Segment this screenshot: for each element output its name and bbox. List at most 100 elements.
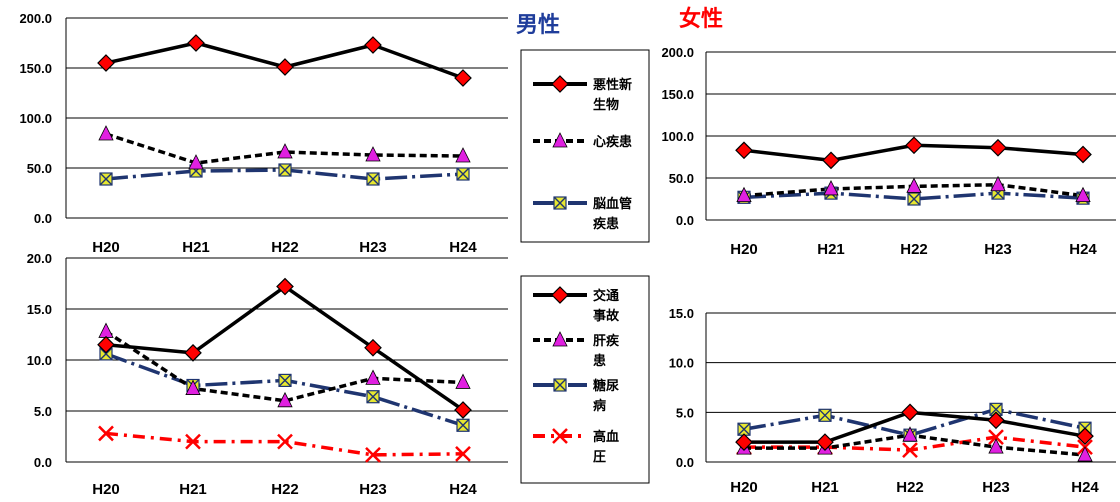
x-tick-label: H21	[817, 241, 845, 258]
legend-marker	[551, 286, 569, 304]
y-tick-label: 0.0	[34, 455, 52, 470]
legend-marker	[552, 428, 568, 444]
legend-label: 脳血管	[593, 196, 632, 212]
y-tick-label: 0.0	[34, 211, 52, 226]
data-point	[989, 138, 1007, 157]
data-point	[276, 58, 294, 76]
y-tick-label: 10.0	[669, 356, 694, 371]
y-tick-label: 200.0	[19, 11, 52, 26]
data-point	[735, 141, 753, 160]
y-tick-label: 20.0	[27, 251, 52, 266]
data-point	[987, 411, 1005, 430]
x-tick-label: H22	[896, 479, 924, 496]
data-point	[277, 391, 293, 408]
x-tick-label: H23	[982, 479, 1010, 496]
data-point	[184, 344, 202, 362]
data-point	[823, 180, 839, 196]
data-point	[822, 151, 840, 170]
y-tick-label: 100.0	[19, 111, 52, 126]
y-tick-label: 50.0	[669, 171, 694, 186]
data-point	[1077, 446, 1093, 462]
series-line	[105, 352, 464, 427]
x-tick-label: H20	[730, 241, 758, 258]
series-line	[105, 132, 464, 165]
legend-bottom-box	[520, 275, 650, 484]
data-point	[1074, 145, 1092, 164]
y-tick-label: 50.0	[27, 161, 52, 176]
data-point	[456, 418, 470, 432]
data-point	[98, 425, 114, 442]
data-point	[365, 369, 381, 385]
x-tick-label: H22	[271, 239, 299, 256]
x-tick-label: H22	[271, 481, 299, 498]
data-point	[455, 147, 471, 163]
data-point	[99, 172, 113, 186]
male-title: 男性	[516, 13, 560, 38]
series-line	[105, 329, 464, 403]
data-point	[278, 373, 292, 387]
female-bottom-chart: 0.0 5.0 10.0 15.0 H20 H21 H22 H23 H24	[669, 306, 1116, 496]
x-tick-label: H24	[449, 239, 477, 256]
data-point	[901, 403, 919, 422]
data-point	[902, 426, 918, 442]
data-point	[455, 373, 471, 389]
data-point	[456, 167, 470, 181]
x-tick-label: H24	[449, 481, 477, 498]
female-title: 女性	[679, 6, 723, 32]
data-point	[454, 69, 472, 87]
x-tick-label: H24	[1069, 241, 1097, 258]
data-point	[988, 438, 1004, 454]
x-tick-label: H23	[984, 241, 1012, 258]
x-tick-label: H23	[359, 481, 387, 498]
data-point	[97, 54, 115, 72]
legend-label: 圧	[593, 450, 606, 465]
legend-label: 疾患	[593, 216, 619, 232]
series-line	[105, 431, 464, 457]
data-point	[278, 163, 292, 177]
data-point	[185, 379, 201, 395]
legend-marker	[552, 331, 568, 347]
data-point	[990, 175, 1006, 192]
y-tick-label: 15.0	[27, 302, 52, 317]
male-bottom-chart: 0.0 5.0 10.0 15.0 20.0 H20 H21 H22 H23 H24	[27, 251, 508, 498]
legend-label: 生物	[593, 97, 619, 113]
data-point	[455, 445, 471, 462]
x-tick-label: H21	[182, 239, 210, 256]
legend-label: 患	[593, 353, 606, 369]
y-tick-label: 10.0	[27, 353, 52, 368]
legend-label: 病	[593, 398, 606, 414]
y-tick-label: 0.0	[676, 213, 694, 228]
legend-label: 肝疾	[593, 333, 620, 349]
data-point	[907, 192, 921, 206]
x-tick-label: H21	[179, 481, 207, 498]
data-point	[902, 442, 918, 458]
data-point	[988, 429, 1004, 446]
x-tick-label: H23	[359, 239, 387, 256]
data-point	[454, 401, 472, 419]
data-point	[365, 446, 381, 463]
legend-label: 心疾患	[593, 134, 632, 150]
legend-marker	[551, 75, 569, 93]
y-tick-label: 100.0	[661, 129, 694, 144]
series-line	[105, 284, 464, 412]
legend-marker	[553, 196, 567, 210]
x-tick-label: H24	[1071, 479, 1099, 496]
y-tick-label: 5.0	[676, 405, 694, 420]
data-point	[1075, 186, 1091, 203]
y-tick-label: 0.0	[676, 455, 694, 470]
legend-marker	[553, 378, 567, 392]
data-point	[366, 390, 380, 404]
data-point	[364, 36, 382, 54]
data-point	[905, 136, 923, 155]
data-point	[187, 34, 205, 52]
y-tick-label: 200.0	[661, 45, 694, 60]
data-point	[188, 154, 204, 170]
data-point	[735, 433, 753, 451]
legend-label: 悪性新	[593, 77, 632, 93]
male-top-chart: 0.0 50.0 100.0 150.0 200.0 H20 H21 H22 H23 H24	[19, 11, 508, 256]
data-point	[185, 433, 201, 450]
